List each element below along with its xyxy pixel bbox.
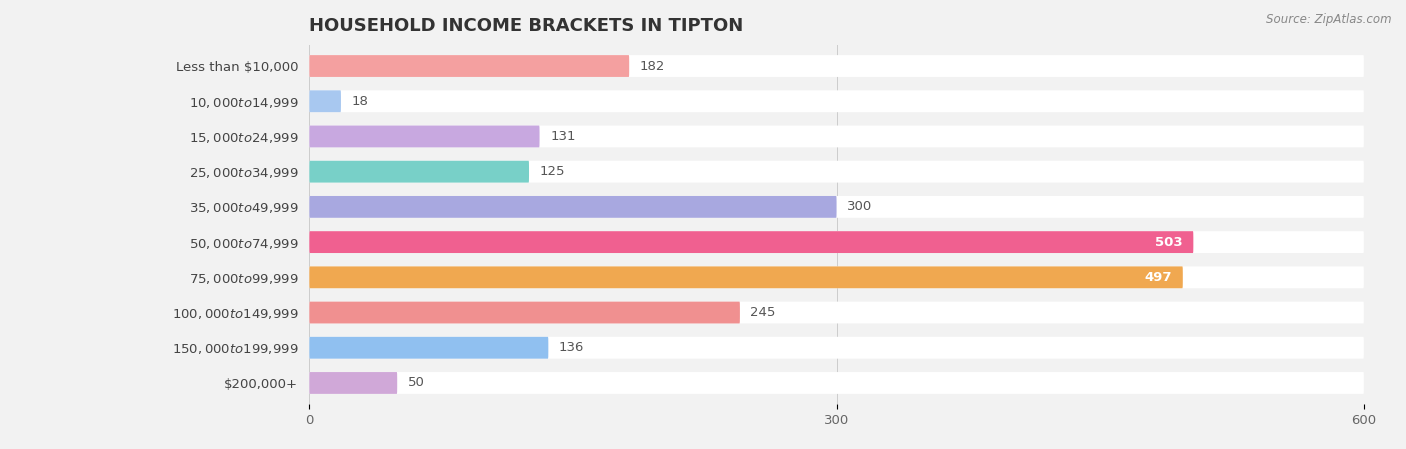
- FancyBboxPatch shape: [309, 126, 540, 147]
- FancyBboxPatch shape: [309, 266, 1182, 288]
- FancyBboxPatch shape: [309, 55, 1364, 77]
- FancyBboxPatch shape: [309, 266, 1364, 288]
- FancyBboxPatch shape: [309, 302, 740, 323]
- Text: 50: 50: [408, 376, 425, 389]
- Text: 125: 125: [540, 165, 565, 178]
- FancyBboxPatch shape: [309, 337, 1364, 359]
- FancyBboxPatch shape: [309, 231, 1194, 253]
- FancyBboxPatch shape: [309, 302, 1364, 323]
- FancyBboxPatch shape: [309, 337, 548, 359]
- Text: HOUSEHOLD INCOME BRACKETS IN TIPTON: HOUSEHOLD INCOME BRACKETS IN TIPTON: [309, 17, 744, 35]
- FancyBboxPatch shape: [309, 161, 529, 183]
- FancyBboxPatch shape: [309, 372, 398, 394]
- Text: 18: 18: [352, 95, 368, 108]
- FancyBboxPatch shape: [309, 55, 630, 77]
- Text: 136: 136: [560, 341, 585, 354]
- FancyBboxPatch shape: [309, 126, 1364, 147]
- Text: Source: ZipAtlas.com: Source: ZipAtlas.com: [1267, 13, 1392, 26]
- FancyBboxPatch shape: [309, 372, 1364, 394]
- Text: 131: 131: [550, 130, 575, 143]
- Text: 245: 245: [751, 306, 776, 319]
- Text: 503: 503: [1156, 236, 1182, 249]
- FancyBboxPatch shape: [309, 231, 1364, 253]
- FancyBboxPatch shape: [309, 161, 1364, 183]
- FancyBboxPatch shape: [309, 196, 837, 218]
- FancyBboxPatch shape: [309, 90, 340, 112]
- FancyBboxPatch shape: [309, 90, 1364, 112]
- Text: 300: 300: [846, 200, 872, 213]
- FancyBboxPatch shape: [309, 196, 1364, 218]
- Text: 182: 182: [640, 60, 665, 73]
- Text: 497: 497: [1144, 271, 1173, 284]
